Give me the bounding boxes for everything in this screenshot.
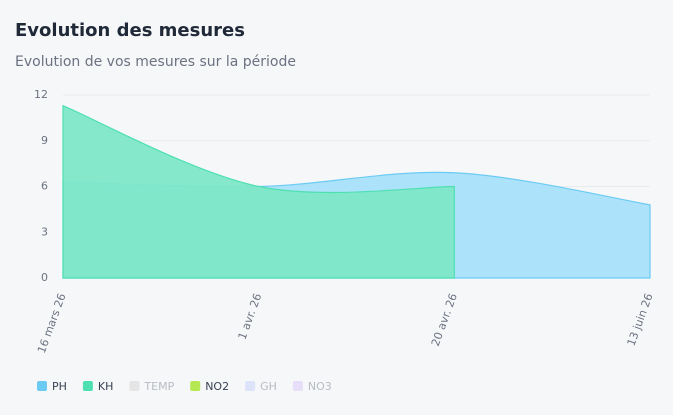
y-tick-label: 6 bbox=[41, 180, 48, 193]
legend-item[interactable]: NO2 bbox=[190, 380, 229, 393]
legend-label: TEMP bbox=[143, 380, 174, 393]
legend-label: GH bbox=[260, 380, 277, 393]
x-tick-label: 16 mars 26 bbox=[35, 292, 69, 355]
legend-swatch bbox=[292, 381, 303, 391]
y-tick-label: 3 bbox=[41, 225, 48, 238]
legend-item[interactable]: KH bbox=[82, 380, 114, 393]
legend-swatch bbox=[129, 381, 140, 391]
y-tick-label: 12 bbox=[34, 88, 48, 101]
legend-item[interactable]: GH bbox=[245, 380, 277, 393]
legend-label: PH bbox=[52, 380, 67, 393]
x-tick-label: 13 juin 26 bbox=[625, 292, 656, 348]
legend-label: NO2 bbox=[205, 380, 229, 393]
legend-label: NO3 bbox=[308, 380, 332, 393]
legend-item[interactable]: NO3 bbox=[292, 380, 332, 393]
legend-label: KH bbox=[98, 380, 114, 393]
legend-swatch bbox=[190, 381, 201, 391]
chart-title: Evolution des mesures bbox=[15, 20, 245, 41]
legend-swatch bbox=[37, 381, 47, 391]
area bbox=[62, 104, 455, 279]
legend-item[interactable]: PH bbox=[37, 380, 67, 393]
x-tick-label: 20 avr. 26 bbox=[429, 292, 460, 348]
x-tick-label: 1 avr. 26 bbox=[236, 292, 265, 342]
legend-item[interactable]: TEMP bbox=[129, 380, 175, 393]
y-tick-label: 0 bbox=[41, 271, 48, 284]
legend-swatch bbox=[245, 381, 256, 391]
chart-subtitle: Evolution de vos mesures sur la période bbox=[15, 54, 296, 70]
y-tick-label: 9 bbox=[41, 134, 48, 147]
legend-swatch bbox=[82, 381, 93, 391]
